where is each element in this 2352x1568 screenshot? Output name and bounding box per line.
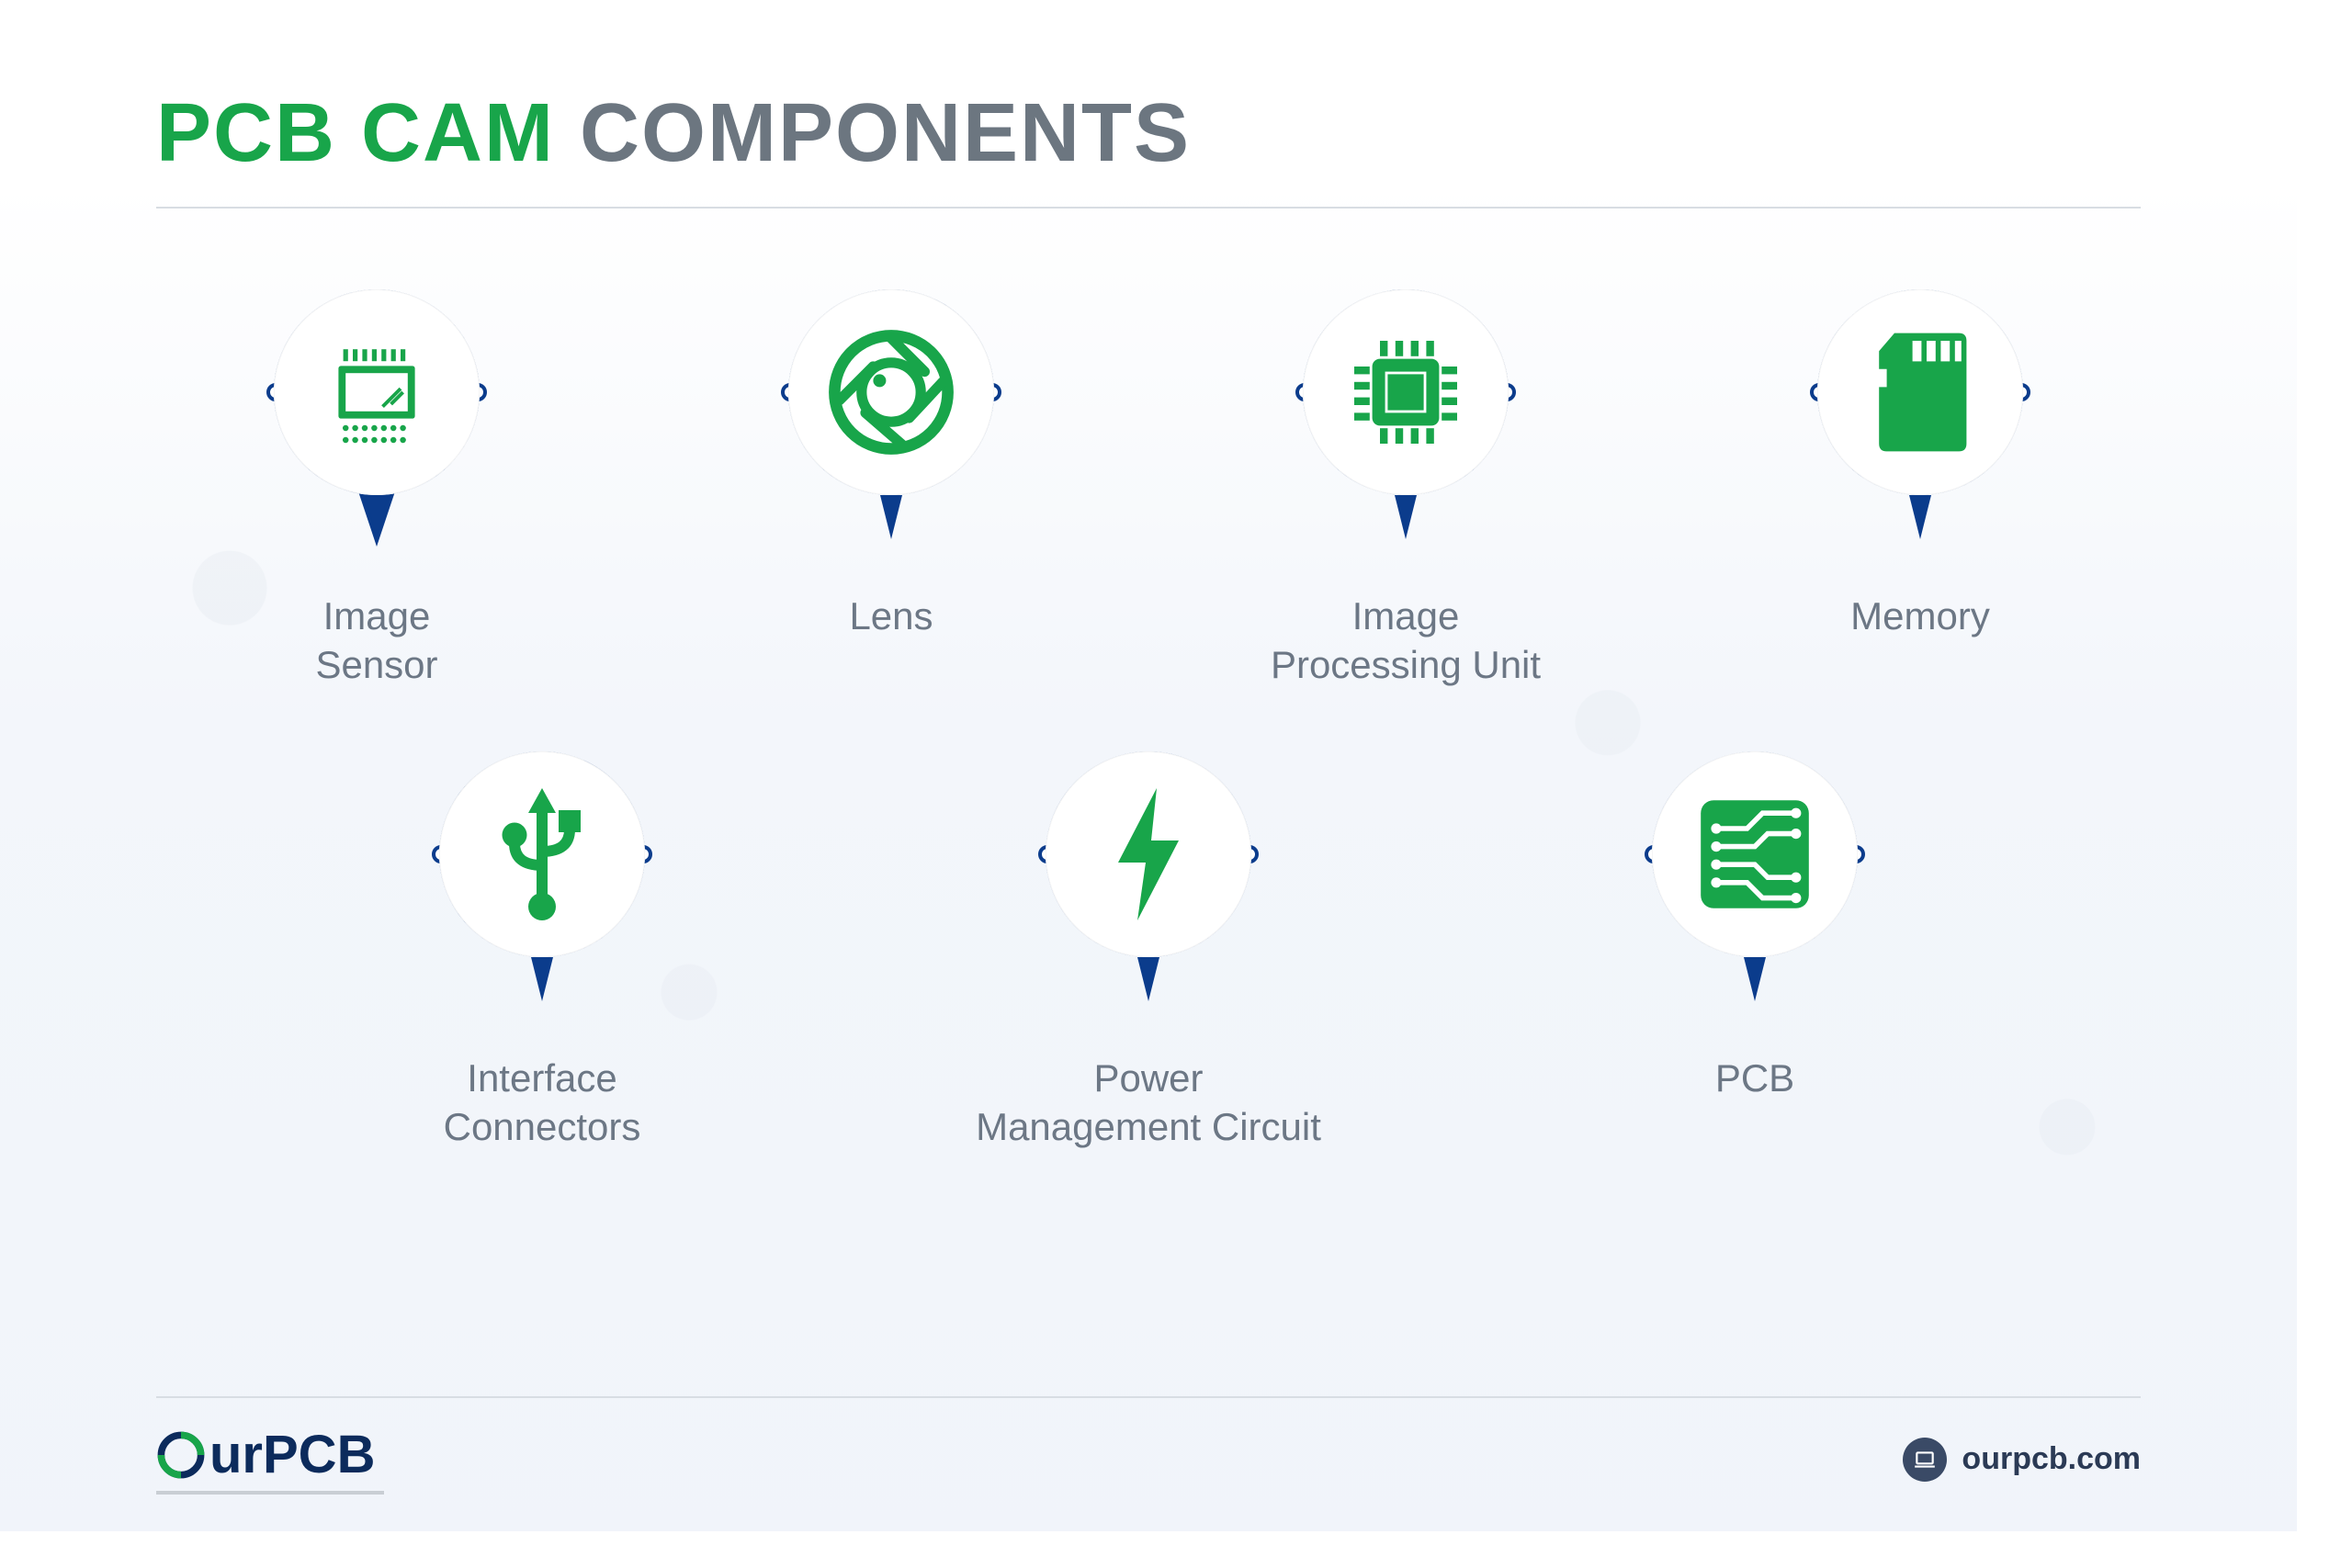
bolt-icon [1046,751,1251,957]
brand-logo: urPCB [156,1424,384,1495]
label-image-sensor: Image Sensor [315,592,437,689]
sensor-icon [274,289,480,495]
sd-card-icon [1817,289,2023,495]
item-image-sensor: Image Sensor [156,264,597,689]
brand-o-icon [156,1430,206,1480]
pin-interface [413,726,671,1038]
title-accent: PCB CAM [156,87,555,179]
item-pcb: PCB [1534,726,1975,1151]
cpu-icon [1303,289,1509,495]
row-1: Image Sensor [156,264,2141,689]
lens-icon [788,289,994,495]
footer: urPCB ourpcb.com [156,1396,2141,1495]
page: PCB CAM COMPONENTS [0,0,2297,1531]
laptop-icon [1903,1438,1947,1482]
title-rest: COMPONENTS [580,87,1191,179]
footer-url: ourpcb.com [1962,1441,2141,1477]
pin-pcb [1626,726,1883,1038]
usb-icon [439,751,645,957]
label-memory: Memory [1850,592,1990,641]
label-ipu: Image Processing Unit [1271,592,1541,689]
label-lens: Lens [849,592,933,641]
pin-ipu [1277,264,1534,576]
item-power: Power Management Circuit [928,726,1369,1151]
item-lens: Lens [671,264,1112,689]
label-pcb: PCB [1715,1055,1794,1103]
pin-lens [763,264,1020,576]
row-2: Interface Connectors [156,726,2141,1151]
label-power: Power Management Circuit [976,1055,1321,1151]
page-title: PCB CAM COMPONENTS [156,92,2141,175]
pcb-icon [1652,751,1858,957]
footer-site: ourpcb.com [1903,1438,2141,1482]
label-interface: Interface Connectors [444,1055,641,1151]
item-ipu: Image Processing Unit [1185,264,1626,689]
pin-memory [1792,264,2049,576]
item-memory: Memory [1700,264,2141,689]
pin-power [1020,726,1277,1038]
pin-image-sensor [248,264,505,576]
brand-text: urPCB [209,1424,375,1485]
items-grid: Image Sensor [156,209,2141,1396]
item-interface: Interface Connectors [322,726,763,1151]
